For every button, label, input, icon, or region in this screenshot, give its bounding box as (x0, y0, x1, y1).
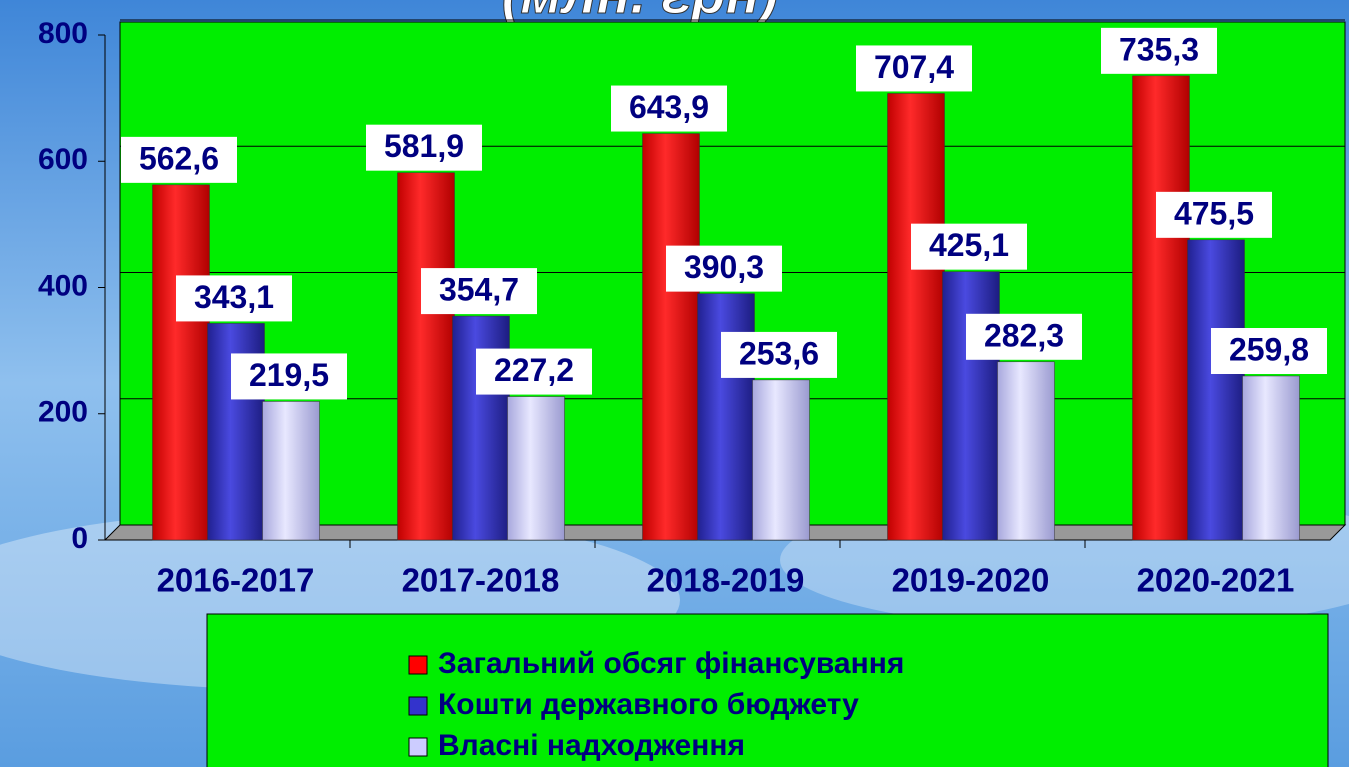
data-label: 581,9 (384, 128, 464, 164)
bar (1187, 239, 1245, 541)
legend-swatch (408, 737, 428, 757)
x-tick-label: 2017-2018 (402, 562, 560, 599)
data-label: 707,4 (874, 49, 954, 85)
legend (206, 613, 1329, 772)
bar (697, 293, 755, 541)
x-tick-label: 2018-2019 (647, 562, 805, 599)
data-label-box (611, 85, 727, 132)
data-label-box (721, 331, 837, 378)
x-tick-label: 2016-2017 (157, 562, 315, 599)
data-label-box (176, 275, 292, 322)
y-tick-label: 800 (38, 17, 88, 50)
bar (942, 271, 1000, 541)
legend-swatch (408, 655, 428, 675)
chart-title: (млн. грн) (502, 0, 778, 25)
data-label: 219,5 (249, 357, 329, 393)
y-tick-label: 600 (38, 143, 88, 176)
data-label: 259,8 (1229, 331, 1309, 367)
data-label: 562,6 (139, 140, 219, 176)
bar (397, 172, 455, 541)
data-label-box (1156, 191, 1272, 238)
data-label: 282,3 (984, 317, 1064, 353)
data-label-box (1211, 328, 1327, 375)
x-tick-label: 2019-2020 (892, 562, 1050, 599)
data-label-box (121, 136, 237, 183)
legend-label: Кошти державного бюджету (438, 688, 859, 721)
data-label-box (231, 353, 347, 400)
legend-swatch (408, 696, 428, 716)
data-label-box (476, 348, 592, 395)
y-tick-label: 0 (71, 522, 88, 555)
data-label-box (856, 45, 972, 92)
data-label: 253,6 (739, 335, 819, 371)
bar (262, 401, 320, 541)
data-label: 475,5 (1174, 195, 1254, 231)
bar (1242, 375, 1300, 541)
bar (152, 184, 210, 541)
bar (642, 133, 700, 541)
data-label-box (366, 124, 482, 171)
y-tick-label: 400 (38, 269, 88, 302)
data-label-box (666, 245, 782, 292)
data-label-box (966, 313, 1082, 360)
data-label: 354,7 (439, 272, 519, 308)
data-label: 643,9 (629, 89, 709, 125)
y-tick-label: 200 (38, 396, 88, 429)
legend-label: Загальний обсяг фінансування (438, 647, 904, 680)
bar (507, 396, 565, 541)
legend-label: Власні надходження (438, 729, 745, 762)
x-tick-label: 2020-2021 (1137, 562, 1295, 599)
data-label-box (421, 268, 537, 315)
data-label: 735,3 (1119, 31, 1199, 67)
bar (752, 379, 810, 541)
data-label: 425,1 (929, 227, 1009, 263)
bar (887, 93, 945, 541)
data-label: 227,2 (494, 352, 574, 388)
data-label-box (911, 223, 1027, 270)
data-label-box (1101, 27, 1217, 74)
data-label: 390,3 (684, 249, 764, 285)
bar (997, 361, 1055, 541)
data-label: 343,1 (194, 279, 274, 315)
bar (1132, 75, 1190, 541)
